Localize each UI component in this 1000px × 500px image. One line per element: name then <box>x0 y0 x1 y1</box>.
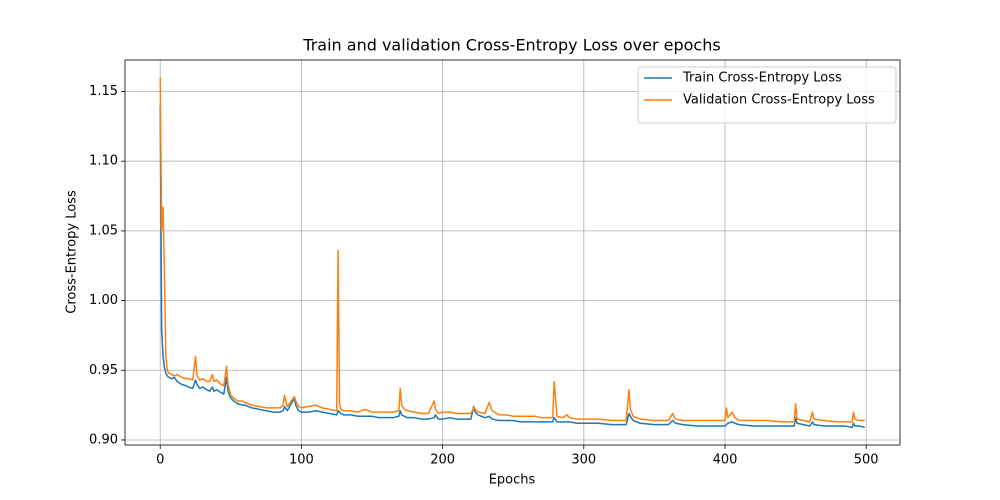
x-tick-label: 200 <box>430 453 455 468</box>
y-tick-label: 1.15 <box>89 84 118 99</box>
x-tick-label: 0 <box>156 453 164 468</box>
y-tick-label: 1.05 <box>89 223 118 238</box>
line-series <box>159 105 865 429</box>
line-series <box>159 77 865 423</box>
x-tick-label: 100 <box>289 453 314 468</box>
y-tick-label: 1.10 <box>89 154 118 169</box>
legend-label: Validation Cross-Entropy Loss <box>683 93 875 108</box>
x-axis-label: Epochs <box>489 473 536 488</box>
chart-title: Train and validation Cross-Entropy Loss … <box>302 36 720 55</box>
x-tick-label: 400 <box>713 453 738 468</box>
y-tick-label: 0.95 <box>89 363 118 378</box>
x-tick-label: 300 <box>571 453 596 468</box>
legend: Train Cross-Entropy Loss Validation Cross… <box>637 66 897 124</box>
y-axis-label: Cross-Entropy Loss <box>65 190 80 314</box>
x-tick-label: 500 <box>854 453 879 468</box>
legend-label: Train Cross-Entropy Loss <box>682 71 842 86</box>
y-tick-label: 1.00 <box>89 293 118 308</box>
legend-box <box>637 66 897 124</box>
y-tick-label: 0.90 <box>89 432 118 447</box>
plot-frame <box>124 59 901 446</box>
